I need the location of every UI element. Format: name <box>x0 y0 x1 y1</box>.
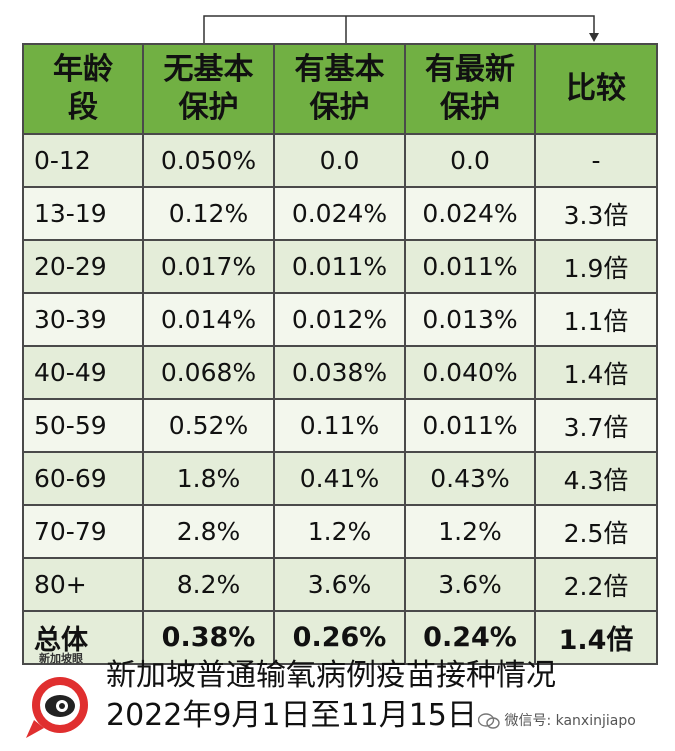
total-cell-no-protection: 0.38% <box>142 610 275 665</box>
caption-date-range: 2022年9月1日至11月15日 <box>106 698 477 733</box>
cell-no-protection: 1.8% <box>142 451 275 506</box>
cell-latest-protection: 0.011% <box>404 398 536 453</box>
cell-basic-protection: 0.012% <box>273 292 406 347</box>
table-row: 30-39 0.014% 0.012% 0.013% 1.1倍 <box>22 292 658 347</box>
cell-age-group: 60-69 <box>22 451 144 506</box>
cell-no-protection: 0.12% <box>142 186 275 241</box>
table-row: 13-19 0.12% 0.024% 0.024% 3.3倍 <box>22 186 658 241</box>
cell-latest-protection: 1.2% <box>404 504 536 559</box>
cell-age-group: 70-79 <box>22 504 144 559</box>
header-no-protection: 无基本 保护 <box>142 43 275 135</box>
cell-comparison: 4.3倍 <box>534 451 658 506</box>
table-header-row: 年龄段 无基本 保护 有基本 保护 有最新 保护 比较 <box>22 43 658 135</box>
cell-age-group: 30-39 <box>22 292 144 347</box>
cell-no-protection: 0.52% <box>142 398 275 453</box>
cell-comparison: 3.3倍 <box>534 186 658 241</box>
cell-comparison: 1.4倍 <box>534 345 658 400</box>
wechat-watermark: 微信号: kanxinjiapo <box>478 710 636 730</box>
cell-basic-protection: 3.6% <box>273 557 406 612</box>
table-row: 40-49 0.068% 0.038% 0.040% 1.4倍 <box>22 345 658 400</box>
total-cell-latest-protection: 0.24% <box>404 610 536 665</box>
table-row: 70-79 2.8% 1.2% 1.2% 2.5倍 <box>22 504 658 559</box>
total-cell-comparison: 1.4倍 <box>534 610 658 665</box>
cell-latest-protection: 0.040% <box>404 345 536 400</box>
vaccination-table: 年龄段 无基本 保护 有基本 保护 有最新 保护 比较 0-12 0.050% 0.0 0.… <box>22 43 658 665</box>
table-row: 0-12 0.050% 0.0 0.0- <box>22 133 658 188</box>
wechat-icon <box>478 713 500 729</box>
cell-latest-protection: 0.43% <box>404 451 536 506</box>
header-latest-protection: 有最新 保护 <box>404 43 536 135</box>
table-row: 50-59 0.52% 0.11% 0.011% 3.7倍 <box>22 398 658 453</box>
cell-age-group: 80+ <box>22 557 144 612</box>
cell-comparison: 2.2倍 <box>534 557 658 612</box>
wechat-id: 微信号: kanxinjiapo <box>504 713 636 729</box>
header-age-group: 年龄段 <box>22 43 144 135</box>
cell-comparison: 1.9倍 <box>534 239 658 294</box>
cell-latest-protection: 0.024% <box>404 186 536 241</box>
eye-logo-icon <box>26 677 88 738</box>
header-basic-protection: 有基本 保护 <box>273 43 406 135</box>
caption-title: 新加坡普通输氧病例疫苗接种情况 <box>106 658 556 693</box>
cell-latest-protection: 0.013% <box>404 292 536 347</box>
cell-basic-protection: 0.11% <box>273 398 406 453</box>
cell-no-protection: 0.050% <box>142 133 275 188</box>
cell-basic-protection: 0.024% <box>273 186 406 241</box>
cell-no-protection: 0.014% <box>142 292 275 347</box>
cell-no-protection: 0.068% <box>142 345 275 400</box>
cell-age-group: 13-19 <box>22 186 144 241</box>
table-row: 60-69 1.8% 0.41% 0.43% 4.3倍 <box>22 451 658 506</box>
cell-latest-protection: 3.6% <box>404 557 536 612</box>
cell-age-group: 0-12 <box>22 133 144 188</box>
table-row: 80+ 8.2% 3.6% 3.6% 2.2倍 <box>22 557 658 612</box>
cell-age-group: 40-49 <box>22 345 144 400</box>
total-cell-basic-protection: 0.26% <box>273 610 406 665</box>
cell-comparison: 3.7倍 <box>534 398 658 453</box>
cell-comparison: 2.5倍 <box>534 504 658 559</box>
cell-no-protection: 0.017% <box>142 239 275 294</box>
caption: 新加坡普通输氧病例疫苗接种情况 2022年9月1日至11月15日 <box>106 656 556 736</box>
total-cell-age-group: 总体 <box>22 610 144 665</box>
cell-age-group: 20-29 <box>22 239 144 294</box>
cell-latest-protection: 0.0 <box>404 133 536 188</box>
cell-basic-protection: 0.0 <box>273 133 406 188</box>
cell-age-group: 50-59 <box>22 398 144 453</box>
header-comparison: 比较 <box>534 43 658 135</box>
cell-basic-protection: 0.41% <box>273 451 406 506</box>
cell-no-protection: 2.8% <box>142 504 275 559</box>
cell-basic-protection: 0.011% <box>273 239 406 294</box>
cell-comparison: - <box>534 133 658 188</box>
cell-basic-protection: 0.038% <box>273 345 406 400</box>
comparison-bracket <box>203 15 599 43</box>
cell-no-protection: 8.2% <box>142 557 275 612</box>
xinjiapoyan-logo: 新加坡眼 <box>20 650 102 744</box>
table-row: 20-29 0.017% 0.011% 0.011% 1.9倍 <box>22 239 658 294</box>
cell-comparison: 1.1倍 <box>534 292 658 347</box>
cell-basic-protection: 1.2% <box>273 504 406 559</box>
cell-latest-protection: 0.011% <box>404 239 536 294</box>
table-total-row: 总体 0.38% 0.26% 0.24% 1.4倍 <box>22 610 658 665</box>
